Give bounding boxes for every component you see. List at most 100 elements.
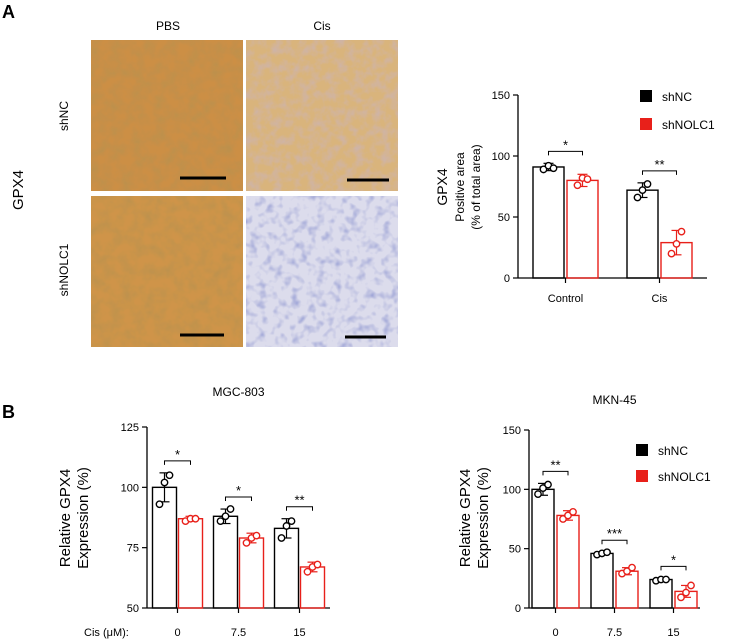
data-point	[583, 175, 592, 184]
data-point	[633, 193, 642, 202]
legend-swatch-shnolc1	[636, 470, 648, 482]
y-tick-label: 50	[498, 212, 510, 224]
bar-shnc	[626, 189, 659, 279]
significance-label: *	[236, 483, 241, 498]
significance-bracket	[164, 460, 191, 465]
data-point	[539, 484, 547, 493]
data-point	[672, 239, 681, 248]
y-axis-label: Expression (%)	[75, 467, 92, 569]
data-point	[287, 517, 296, 526]
significance-label: *	[671, 552, 676, 567]
significance-label: **	[550, 457, 560, 472]
data-point	[682, 588, 690, 597]
significance-bracket	[225, 496, 252, 502]
significance-bracket	[601, 539, 628, 545]
y-axis-label: GPX4	[434, 168, 450, 206]
data-point	[282, 522, 291, 530]
data-point	[687, 581, 695, 590]
data-point	[226, 505, 235, 513]
bar-shnolc1	[566, 179, 599, 279]
data-point	[549, 164, 558, 173]
y-tick-label: 100	[492, 151, 510, 163]
x-category-label: Control	[548, 293, 583, 305]
data-point	[277, 534, 286, 542]
col-label-pbs: PBS	[156, 19, 180, 33]
legend-label-shnolc1: shNOLC1	[658, 470, 711, 484]
bar-shnolc1	[556, 514, 580, 609]
data-point	[667, 249, 676, 258]
significance-bracket	[660, 565, 687, 571]
chart-a-gpx4-positive-area: 0 50 100 150 GPX4 Positive area (% of total ar…	[434, 90, 715, 305]
bar-shnc	[532, 166, 565, 279]
y-tick-label: 100	[503, 484, 521, 496]
data-point	[643, 180, 652, 188]
legend-swatch-shnc	[640, 90, 652, 102]
y-axis-label: Expression (%)	[475, 467, 492, 569]
bar-shnolc1	[177, 518, 204, 609]
y-tick-label: 100	[121, 482, 139, 494]
y-tick-label: 50	[127, 603, 139, 615]
significance-label: **	[654, 157, 664, 172]
panel-letter-b: B	[2, 402, 15, 422]
cis-axis-label: Cis (μM):	[84, 627, 129, 639]
y-tick-label: 125	[121, 422, 139, 434]
y-tick-label: 50	[509, 544, 521, 556]
y-tick-label: 75	[127, 543, 139, 555]
x-category-label: 7.5	[607, 627, 622, 639]
x-category-label: 15	[293, 627, 305, 639]
data-point	[628, 563, 636, 572]
chart-title: MGC-803	[212, 385, 264, 399]
bar-shnc	[649, 578, 673, 609]
y-tick-label: 0	[504, 273, 510, 285]
y-axis-label: Positive area	[453, 152, 467, 222]
data-point	[539, 165, 548, 174]
legend-label-shnolc1: shNOLC1	[662, 118, 715, 132]
data-point	[638, 186, 647, 195]
bar-shnc	[212, 515, 239, 609]
bar-shnc	[531, 488, 555, 609]
bar-shnolc1	[615, 570, 639, 609]
bar-shnc	[590, 552, 614, 609]
data-point	[165, 471, 174, 480]
chart-title: MKN-45	[592, 393, 636, 407]
significance-bracket	[542, 470, 569, 476]
data-point	[216, 517, 225, 526]
panel-letter-a: A	[2, 2, 15, 22]
significance-bracket	[642, 170, 677, 175]
chart-b-mgc803: MGC-803 50 75 100 125 Relative GPX4 Expression…	[57, 385, 330, 639]
data-point	[623, 567, 631, 576]
micrograph-cis-shnolc1	[246, 196, 398, 347]
x-category-label: 0	[174, 627, 180, 639]
x-category-label: 15	[667, 627, 679, 639]
significance-bracket	[286, 506, 313, 511]
data-point	[221, 512, 230, 521]
legend-label-shnc: shNC	[658, 444, 688, 458]
data-point	[534, 490, 542, 498]
data-point	[662, 575, 670, 584]
data-point	[191, 514, 200, 523]
micrograph-pbs-shnolc1	[91, 196, 243, 347]
data-point	[252, 531, 261, 540]
data-point	[569, 507, 577, 516]
row-label-shnolc1: shNOLC1	[57, 243, 71, 296]
data-point	[242, 538, 251, 547]
row-label-shnc: shNC	[57, 101, 71, 131]
y-axis-label: Relative GPX4	[57, 469, 74, 567]
data-point	[155, 500, 164, 509]
data-point	[544, 480, 552, 489]
x-category-label: 0	[552, 627, 558, 639]
y-axis-label: Relative GPX4	[457, 469, 474, 567]
gpx4-side-label: GPX4	[10, 170, 27, 210]
x-category-label: 7.5	[231, 627, 246, 639]
bar-shnc	[273, 527, 300, 609]
data-point	[559, 515, 567, 523]
micrograph-cis-shnc	[246, 40, 398, 191]
significance-label: **	[294, 493, 304, 508]
legend-swatch-shnc	[636, 444, 648, 456]
significance-label: *	[563, 137, 568, 152]
y-axis-label: (% of total area)	[469, 144, 483, 229]
data-point	[160, 478, 169, 487]
significance-bracket	[548, 150, 583, 156]
